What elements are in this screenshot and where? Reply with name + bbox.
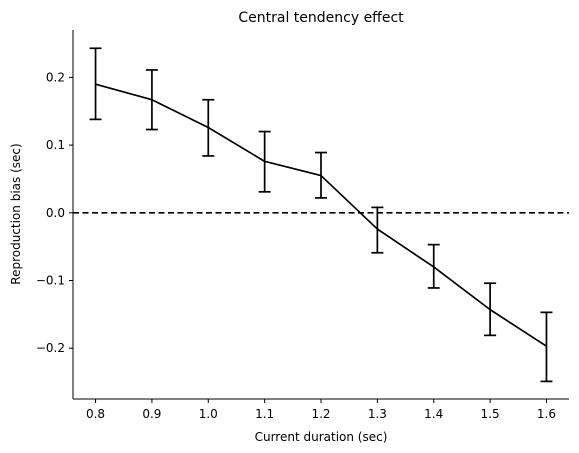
y-tick-label: 0.1 bbox=[46, 138, 65, 152]
x-tick-label: 1.0 bbox=[199, 407, 218, 421]
y-tick-label: 0.0 bbox=[46, 206, 65, 220]
y-tick-label: 0.2 bbox=[46, 70, 65, 84]
y-axis-label: Reproduction bias (sec) bbox=[9, 143, 23, 284]
error-bar bbox=[540, 312, 552, 381]
x-tick-label: 1.3 bbox=[368, 407, 387, 421]
x-axis-label: Current duration (sec) bbox=[255, 430, 388, 444]
y-ticks: 0.2 0.1 0.0 −0.1 −0.2 bbox=[36, 70, 73, 355]
error-bars bbox=[90, 48, 553, 381]
x-tick-label: 1.5 bbox=[481, 407, 500, 421]
x-tick-label: 1.6 bbox=[537, 407, 556, 421]
y-tick-label: −0.1 bbox=[36, 274, 65, 288]
x-tick-label: 1.2 bbox=[311, 407, 330, 421]
x-tick-label: 0.8 bbox=[86, 407, 105, 421]
error-bar bbox=[90, 48, 102, 119]
series-lines bbox=[96, 84, 547, 346]
series-line bbox=[96, 84, 547, 346]
x-ticks: 0.8 0.9 1.0 1.1 1.2 1.3 1.4 1.5 1.6 bbox=[86, 399, 556, 421]
x-tick-label: 1.1 bbox=[255, 407, 274, 421]
x-tick-label: 1.4 bbox=[424, 407, 443, 421]
x-tick-label: 0.9 bbox=[142, 407, 161, 421]
chart-title: Central tendency effect bbox=[238, 10, 404, 26]
y-tick-label: −0.2 bbox=[36, 341, 65, 355]
